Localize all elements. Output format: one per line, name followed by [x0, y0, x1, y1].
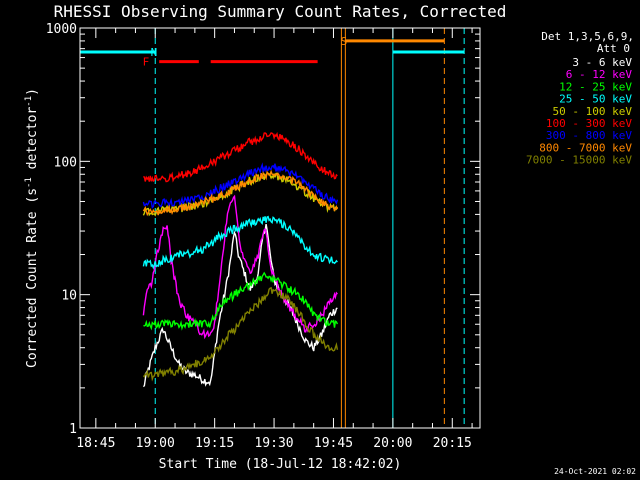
y-tick-label-0: 1	[69, 422, 77, 437]
series-line-7	[142, 169, 339, 217]
x-tick-label-5: 20:00	[373, 436, 412, 451]
chart-title: RHESSI Observing Summary Count Rates, Co…	[54, 2, 507, 21]
legend-entry-7: 800 - 7000 keV	[539, 141, 632, 154]
series-line-5	[142, 131, 338, 183]
y-tick-label-2: 100	[54, 155, 77, 170]
legend-entry-6: 300 - 800 keV	[546, 129, 632, 142]
y-tick-label-1: 10	[61, 289, 77, 304]
y-axis-label-part-3: )	[25, 88, 40, 96]
legend-entry-1: 6 - 12 keV	[566, 68, 633, 81]
x-tick-label-4: 19:45	[314, 436, 353, 451]
y-axis-label-sup-1: -1	[24, 177, 34, 188]
flag-label-n: N	[151, 46, 158, 59]
series-line-8	[142, 286, 339, 382]
plot-frame	[79, 27, 481, 429]
x-tick-label-3: 19:30	[254, 436, 293, 451]
x-tick-label-2: 19:15	[195, 436, 234, 451]
series-line-1	[142, 194, 338, 340]
legend-entry-4: 50 - 100 keV	[553, 105, 633, 118]
legend-entry-0: 3 - 6 keV	[572, 56, 632, 69]
series-line-4	[142, 172, 339, 217]
y-tick-label-3: 1000	[46, 22, 77, 37]
legend-header-line-2: Att 0	[597, 42, 630, 55]
series-line-2	[143, 271, 339, 331]
series-line-3	[142, 215, 338, 270]
x-tick-label-0: 18:45	[76, 436, 115, 451]
flag-bars	[80, 39, 465, 64]
plot-area	[79, 28, 465, 428]
x-axis-label: Start Time (18-Jul-12 18:42:02)	[159, 457, 402, 472]
series-line-6	[142, 162, 339, 209]
y-axis-label-part-2: detector	[25, 107, 40, 178]
legend-entry-8: 7000 - 15000 keV	[526, 154, 632, 167]
legend-entry-3: 25 - 50 keV	[559, 93, 632, 106]
x-tick-label-6: 20:15	[433, 436, 472, 451]
y-axis-label: Corrected Count Rate (s-1 detector-1)	[24, 88, 40, 368]
series-lines	[142, 131, 339, 388]
legend-entry-2: 12 - 25 keV	[559, 80, 632, 93]
x-axis: 18:45 19:00 19:15 19:30 19:45 20:00 20:15	[76, 28, 473, 451]
flag-labels: NF S	[143, 35, 348, 69]
flag-label-s: S	[341, 35, 348, 48]
y-axis-label-sup-2: -1	[24, 96, 34, 107]
series-line-0	[142, 223, 338, 388]
flag-label-f: F	[143, 56, 150, 69]
y-axis-label-part-1: Corrected Count Rate (s	[25, 188, 40, 368]
x-tick-label-1: 19:00	[136, 436, 175, 451]
legend-header-line-1: Det 1,3,5,6,9,	[541, 30, 634, 43]
y-axis: 1 10 100 1000	[46, 22, 480, 437]
timestamp: 24-Oct-2021 02:02	[554, 467, 636, 476]
legend-entry-5: 100 - 300 keV	[546, 117, 632, 130]
